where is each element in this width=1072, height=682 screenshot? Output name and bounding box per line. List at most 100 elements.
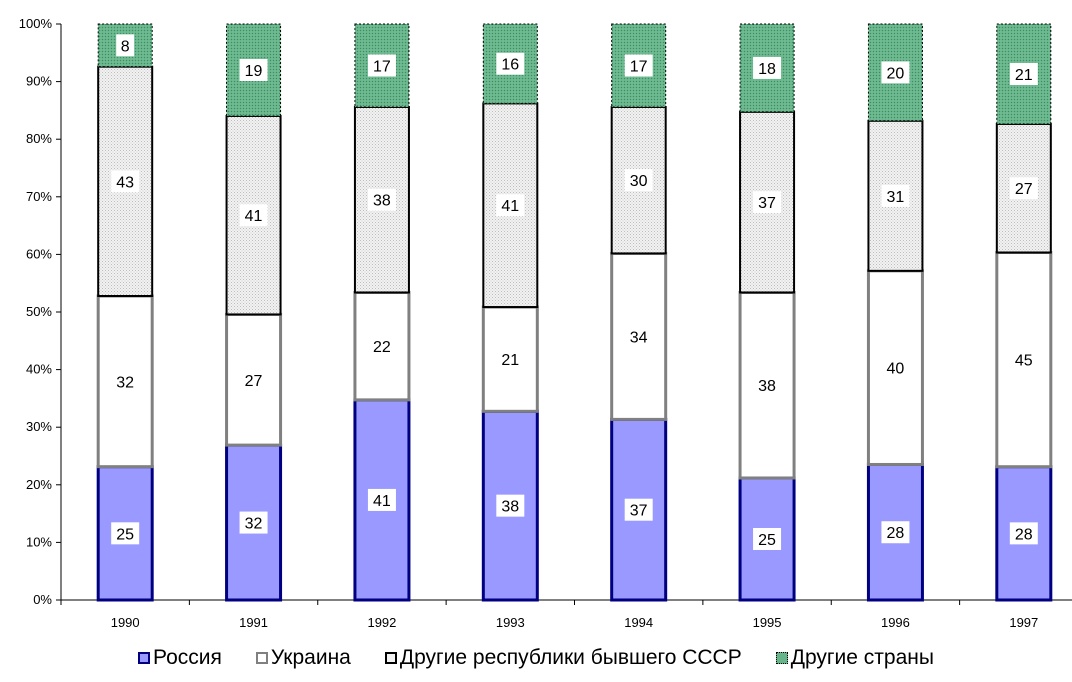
legend-item-russia: Россия — [138, 646, 222, 670]
data-label-box — [367, 188, 396, 211]
x-tick-label: 1996 — [881, 615, 910, 630]
y-tick-label: 30% — [26, 419, 52, 434]
data-label: 20 — [887, 65, 905, 82]
data-label-box — [881, 521, 910, 544]
legend-item-other-republics: Другие республики бывшего СССР — [384, 646, 742, 670]
y-tick-label: 70% — [26, 189, 52, 204]
data-label: 34 — [630, 329, 648, 346]
y-tick-label: 20% — [26, 477, 52, 492]
data-label-box — [111, 170, 140, 193]
x-tick-label: 1997 — [1009, 615, 1038, 630]
chart-canvas: 0% 10% 20% 30% 40% 50% 60% 70% 80% 90% 100% 1990 19… — [19, 16, 1072, 630]
legend-swatch-other-countries — [775, 652, 788, 664]
data-label: 30 — [630, 173, 648, 190]
data-label: 21 — [1015, 67, 1033, 84]
data-labels: 25 32 43 8 32 27 41 19 41 22 38 17 38 21 41 16 37 34 30 17 2… — [111, 34, 1038, 550]
x-tick-label: 1993 — [496, 615, 525, 630]
data-label-box — [367, 335, 396, 358]
data-label-box — [367, 488, 396, 511]
y-tick-label: 40% — [26, 362, 52, 377]
data-label: 38 — [501, 499, 519, 516]
data-label-box — [111, 370, 140, 393]
data-label-box — [239, 368, 268, 391]
data-label: 40 — [887, 361, 905, 378]
data-label-box — [496, 494, 525, 517]
legend-label-russia: Россия — [153, 646, 222, 669]
data-label-box — [881, 61, 910, 84]
x-tick-label: 1990 — [111, 615, 140, 630]
data-label-box — [624, 54, 653, 77]
data-label-box — [753, 191, 782, 214]
data-label-box — [1009, 522, 1038, 545]
data-label: 32 — [116, 374, 134, 391]
data-label: 17 — [630, 58, 648, 75]
legend-label-other-republics: Другие республики бывшего СССР — [399, 646, 742, 669]
y-tick-label: 80% — [26, 131, 52, 146]
legend-label-other-countries: Другие страны — [790, 646, 934, 669]
y-tick-label: 10% — [26, 534, 52, 549]
data-label: 25 — [116, 526, 134, 543]
data-label: 41 — [501, 198, 519, 215]
y-tick-label: 100% — [19, 16, 53, 31]
data-label: 28 — [1015, 526, 1033, 543]
legend-swatch-russia — [138, 652, 151, 664]
data-label-box — [1009, 177, 1038, 200]
data-label: 17 — [373, 58, 391, 75]
legend-swatch-other-republics — [384, 652, 397, 664]
data-label: 31 — [887, 189, 905, 206]
legend-item-ukraine: Украина — [255, 646, 351, 670]
data-label-box — [1009, 348, 1038, 371]
x-tick-label: 1995 — [753, 615, 782, 630]
data-label-box — [239, 204, 268, 227]
data-label-box — [367, 54, 396, 77]
y-axis-ticks: 0% 10% 20% 30% 40% 50% 60% 70% 80% 90% 100% — [19, 16, 61, 607]
data-label: 37 — [630, 503, 648, 520]
bar-segment-россия — [610, 417, 668, 602]
data-label: 41 — [245, 208, 263, 225]
data-label-box — [116, 34, 135, 57]
x-axis-ticks: 1990 1991 1992 1993 1994 1995 1996 1997 — [60, 600, 1038, 630]
legend-label-ukraine: Украина — [270, 646, 351, 669]
data-label: 38 — [758, 378, 776, 395]
data-label-box — [881, 356, 910, 379]
legend-item-other-countries: Другие страны — [775, 646, 934, 670]
data-label: 43 — [116, 174, 134, 191]
data-label: 25 — [758, 532, 776, 549]
data-label: 41 — [373, 493, 391, 510]
legend-swatch-ukraine — [255, 652, 268, 664]
legend: Россия Украина Другие республики бывшего… — [0, 646, 1072, 670]
data-label: 37 — [758, 195, 776, 212]
data-label: 18 — [758, 61, 776, 78]
y-tick-label: 50% — [26, 304, 52, 319]
data-label-box — [624, 169, 653, 192]
data-label-box — [496, 348, 525, 371]
data-label-box — [239, 58, 268, 81]
data-label-box — [496, 52, 525, 75]
data-label-box — [1009, 62, 1038, 85]
data-label-box — [753, 56, 782, 79]
data-label: 28 — [887, 525, 905, 542]
data-label: 38 — [373, 193, 391, 210]
x-tick-label: 1994 — [624, 615, 653, 630]
y-tick-label: 90% — [26, 74, 52, 89]
data-label-box — [239, 511, 268, 534]
data-label-box — [881, 184, 910, 207]
data-label-box — [753, 527, 782, 550]
y-tick-label: 60% — [26, 246, 52, 261]
y-tick-label: 0% — [33, 592, 52, 607]
data-label: 16 — [501, 57, 519, 74]
data-label: 32 — [245, 516, 263, 533]
data-label: 8 — [121, 38, 130, 55]
data-label-box — [496, 194, 525, 217]
data-label-box — [624, 498, 653, 521]
x-tick-label: 1992 — [367, 615, 396, 630]
data-label: 27 — [1015, 181, 1033, 198]
bar-segment-другие-страны — [739, 23, 795, 113]
data-label-box — [111, 522, 140, 545]
data-label: 21 — [501, 352, 519, 369]
data-label-box — [624, 325, 653, 348]
data-label: 19 — [245, 63, 263, 80]
data-label-box — [753, 374, 782, 397]
data-label: 27 — [245, 373, 263, 390]
data-label: 45 — [1015, 353, 1033, 370]
